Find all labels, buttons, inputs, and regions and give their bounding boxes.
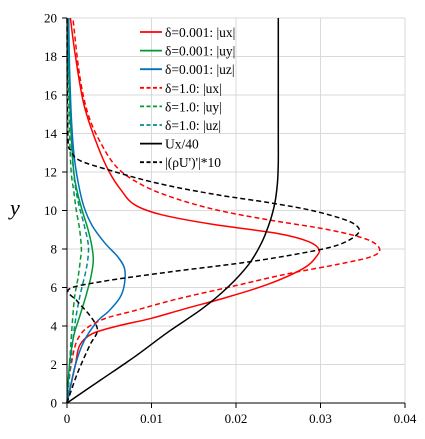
x-tick-label: 0.04 (394, 411, 417, 426)
y-tick-label: 6 (51, 280, 58, 295)
legend-label: δ=1.0: |ux| (165, 81, 222, 96)
legend: δ=0.001: |ux| δ=0.001: |uy| δ=0.001: |uz| δ… (140, 25, 235, 170)
grid (66, 17, 406, 404)
y-tick-label: 4 (51, 319, 58, 334)
legend-label: δ=0.001: |uz| (165, 62, 235, 77)
legend-label: δ=1.0: |uz| (165, 118, 221, 133)
x-tick-label: 0.02 (225, 411, 248, 426)
x-tick-label: 0.03 (309, 411, 332, 426)
axes (62, 17, 406, 408)
legend-label: δ=0.001: |ux| (165, 25, 235, 40)
y-axis-label: y (8, 195, 20, 220)
legend-label: δ=1.0: |uy| (165, 99, 222, 114)
y-tick-label: 18 (44, 49, 57, 64)
x-tick-label: 0 (64, 411, 71, 426)
y-tick-label: 8 (51, 242, 58, 257)
series-line-2 (66, 17, 126, 404)
y-tick-label: 14 (44, 126, 58, 141)
y-tick-label: 10 (44, 203, 57, 218)
series-line-7 (66, 17, 361, 404)
series-line-5 (66, 17, 90, 404)
legend-label: |(ρU')'|*10 (165, 155, 221, 170)
tick-labels: 0 0.01 0.02 0.03 0.04 0 2 4 6 8 10 12 14 16 18 20 (44, 11, 417, 427)
legend-label: Ux/40 (165, 137, 199, 152)
series-line-4 (66, 17, 83, 404)
series-layer (66, 17, 381, 404)
x-tick-label: 0.01 (140, 411, 163, 426)
legend-label: δ=0.001: |uy| (165, 44, 235, 59)
y-tick-label: 12 (44, 165, 57, 180)
y-tick-label: 20 (44, 11, 57, 26)
y-tick-label: 16 (44, 88, 58, 103)
y-tick-label: 0 (51, 396, 58, 411)
y-tick-label: 2 (51, 357, 58, 372)
series-line-6 (66, 18, 280, 404)
